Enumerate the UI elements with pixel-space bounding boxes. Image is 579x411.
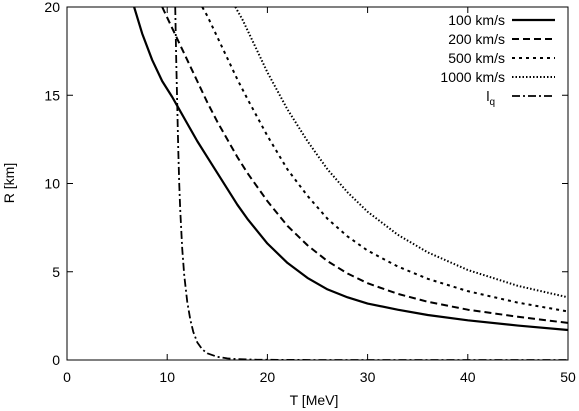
series-line-3	[234, 7, 568, 299]
legend-item-lq: lq	[486, 88, 495, 108]
legend-item-1000: 1000 km/s	[440, 69, 505, 85]
series-line-4	[174, 7, 568, 360]
series-line-1	[161, 7, 568, 324]
legend-item-100: 100 km/s	[448, 12, 505, 28]
y-axis-label: R [km]	[1, 163, 17, 203]
y-tick-label: 0	[52, 352, 60, 368]
x-tick-label: 50	[560, 369, 576, 385]
series-line-2	[201, 7, 568, 313]
legend-label-200: 200 km/s	[448, 31, 505, 47]
legend-item-500: 500 km/s	[448, 50, 505, 66]
x-axis-label: T [MeV]	[290, 392, 339, 408]
y-tick-label: 15	[44, 87, 60, 103]
x-tick-label: 40	[460, 369, 476, 385]
legend-item-200: 200 km/s	[448, 31, 505, 47]
ticks: 0 10 20 30 40 50 0 5 10 15 20	[44, 0, 576, 385]
series-line-0	[133, 7, 568, 332]
legend-label-lq-main: l	[486, 88, 489, 104]
legend: 100 km/s 200 km/s 500 km/s 1000 km/s lq	[440, 12, 555, 108]
legend-label-500: 500 km/s	[448, 50, 505, 66]
legend-label-1000: 1000 km/s	[440, 69, 505, 85]
x-tick-label: 20	[260, 369, 276, 385]
legend-label-100: 100 km/s	[448, 12, 505, 28]
series-lines	[133, 7, 568, 360]
x-tick-label: 10	[159, 369, 175, 385]
y-tick-label: 5	[52, 264, 60, 280]
x-tick-label: 0	[63, 369, 71, 385]
x-tick-label: 30	[360, 369, 376, 385]
legend-label-lq-sub: q	[489, 97, 495, 108]
y-tick-label: 10	[44, 176, 60, 192]
y-tick-label: 20	[44, 0, 60, 15]
legend-label-lq: lq	[486, 88, 495, 108]
